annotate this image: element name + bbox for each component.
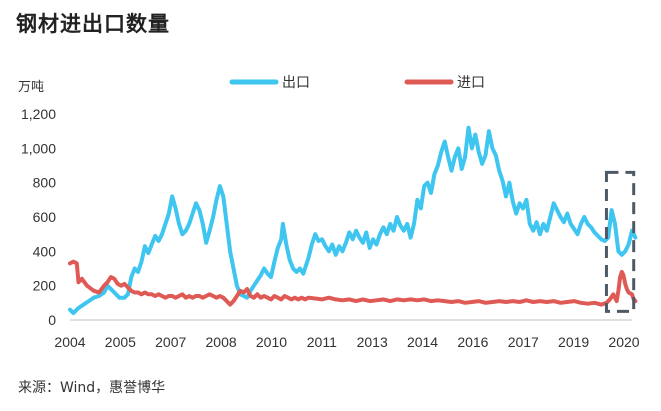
y-tick-label: 1,200	[21, 106, 56, 122]
x-tick-label: 2017	[508, 334, 539, 350]
x-tick-label: 2004	[54, 334, 85, 350]
x-tick-label: 2011	[307, 334, 337, 350]
highlight-dashed-box	[604, 170, 636, 313]
x-tick-label: 2010	[256, 334, 287, 350]
x-tick-label: 2007	[155, 334, 186, 350]
series-lines	[68, 125, 638, 316]
y-tick-label: 600	[33, 209, 57, 225]
x-tick-label: 2014	[407, 334, 438, 350]
x-tick-label: 2013	[357, 334, 388, 350]
chart-title: 钢材进出口数量	[16, 12, 170, 36]
import-series-line	[68, 259, 638, 307]
y-tick-label: 400	[33, 243, 57, 259]
y-tick-label: 800	[33, 175, 57, 191]
y-tick-label: 1,000	[21, 140, 56, 156]
x-axis-ticks: 2004 2005 2007 2008 2010 2011 2013 2014 2016 2017…	[54, 334, 639, 350]
y-tick-label: 200	[33, 278, 57, 294]
legend-label: 进口	[457, 75, 485, 91]
x-tick-label: 2008	[206, 334, 237, 350]
y-tick-label: 0	[48, 312, 56, 328]
x-tick-label: 2016	[457, 334, 488, 350]
x-tick-label: 2005	[105, 334, 136, 350]
source-note: 来源：Wind，惠誉博华	[18, 380, 166, 396]
export-series-line	[68, 125, 638, 316]
legend: 出口 进口	[229, 75, 485, 91]
y-axis-ticks: 0 200 400 600 800 1,000 1,200	[21, 106, 56, 328]
legend-label: 出口	[282, 75, 310, 91]
x-tick-label: 2020	[608, 334, 639, 350]
y-axis-unit-label: 万吨	[18, 80, 45, 95]
x-tick-label: 2019	[558, 334, 589, 350]
